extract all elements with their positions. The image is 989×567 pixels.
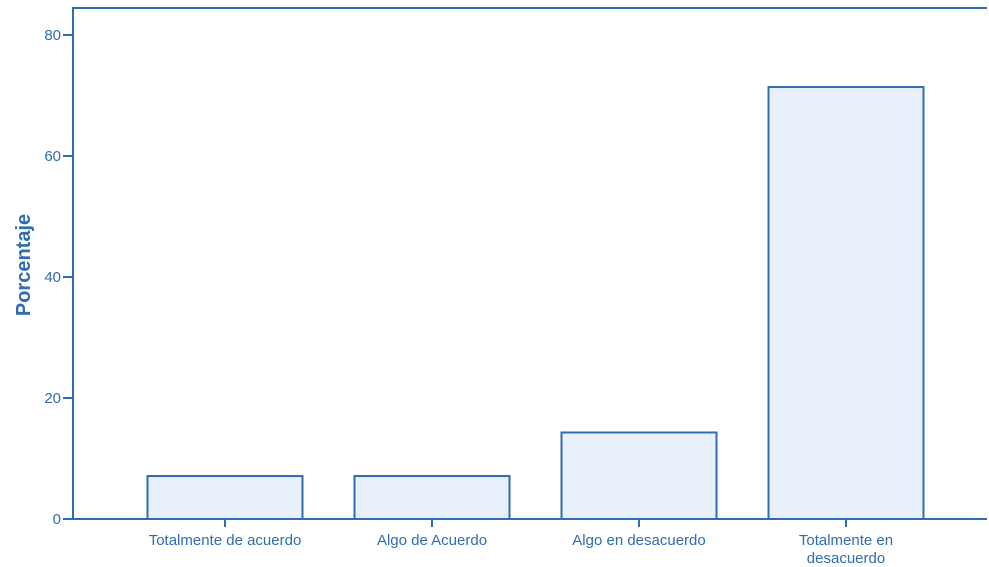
y-axis-title: Porcentaje (13, 214, 35, 316)
bar (353, 475, 511, 521)
bar (767, 86, 925, 520)
y-tick-label: 0 (53, 511, 61, 528)
x-tick-label: Totalmente de acuerdo (149, 532, 302, 549)
plot-frame (72, 7, 987, 520)
y-tick-label: 80 (44, 27, 61, 44)
y-tick-label: 20 (44, 390, 61, 407)
bar (146, 475, 304, 521)
y-tick-label: 40 (44, 269, 61, 286)
y-axis-ticks: 0 20 40 60 80 (44, 27, 73, 528)
x-axis-ticks: Totalmente de acuerdo Algo de Acuerdo Algo… (149, 519, 893, 567)
y-tick-label: 60 (44, 148, 61, 165)
x-tick-label: Totalmente en desacuerdo (799, 532, 893, 567)
x-tick-label: Algo de Acuerdo (377, 532, 487, 549)
axis-frame (72, 7, 987, 520)
bar (560, 431, 718, 520)
bars (146, 86, 925, 521)
x-tick-label: Algo en desacuerdo (572, 532, 705, 549)
